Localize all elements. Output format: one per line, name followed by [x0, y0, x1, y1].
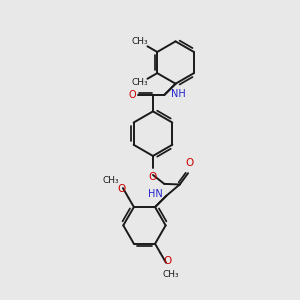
- Text: O: O: [163, 256, 172, 266]
- Text: CH₃: CH₃: [102, 176, 119, 185]
- Text: HN: HN: [148, 189, 163, 199]
- Text: CH₃: CH₃: [162, 270, 179, 279]
- Text: O: O: [117, 184, 126, 194]
- Text: CH₃: CH₃: [132, 78, 148, 87]
- Text: O: O: [129, 90, 136, 100]
- Text: O: O: [149, 172, 157, 182]
- Text: CH₃: CH₃: [131, 37, 148, 46]
- Text: NH: NH: [171, 89, 186, 99]
- Text: O: O: [185, 158, 194, 168]
